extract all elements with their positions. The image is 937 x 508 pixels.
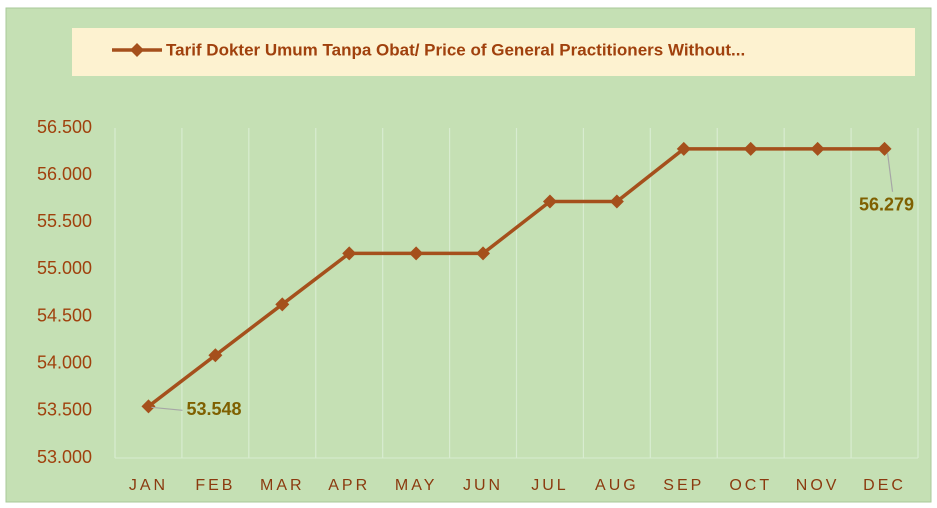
marker bbox=[609, 194, 624, 209]
marker bbox=[476, 246, 491, 261]
x-tick-label: JUL bbox=[531, 477, 568, 494]
x-tick-label: JAN bbox=[129, 477, 168, 494]
marker bbox=[810, 141, 825, 156]
x-tick-label: JUN bbox=[463, 477, 503, 494]
leader-line bbox=[886, 152, 894, 192]
marker bbox=[342, 246, 357, 261]
y-tick-label: 53.000 bbox=[37, 447, 92, 467]
legend-label: Tarif Dokter Umum Tanpa Obat/ Price of G… bbox=[166, 40, 745, 59]
data-label: 56.279 bbox=[859, 195, 914, 215]
marker bbox=[877, 141, 892, 156]
marker bbox=[743, 141, 758, 156]
x-tick-label: MAY bbox=[395, 477, 437, 494]
y-tick-label: 55.500 bbox=[37, 211, 92, 231]
marker bbox=[409, 246, 424, 261]
leader-line bbox=[151, 406, 183, 411]
x-tick-label: AUG bbox=[595, 477, 639, 494]
marker bbox=[676, 141, 691, 156]
y-tick-label: 53.500 bbox=[37, 400, 92, 420]
marker bbox=[542, 194, 557, 209]
series-line bbox=[147, 147, 885, 408]
x-tick-label: NOV bbox=[796, 477, 840, 494]
x-tick-label: FEB bbox=[195, 477, 235, 494]
x-tick-label: MAR bbox=[260, 477, 305, 494]
legend-box bbox=[72, 28, 915, 76]
x-tick-label: DEC bbox=[863, 477, 906, 494]
y-tick-label: 56.000 bbox=[37, 164, 92, 184]
y-tick-label: 56.500 bbox=[37, 117, 92, 137]
data-label: 53.548 bbox=[186, 399, 241, 419]
marker bbox=[141, 399, 156, 414]
marker bbox=[275, 297, 290, 312]
y-tick-label: 54.500 bbox=[37, 305, 92, 325]
x-tick-label: SEP bbox=[663, 477, 704, 494]
legend-marker bbox=[130, 43, 144, 57]
y-tick-label: 55.000 bbox=[37, 258, 92, 278]
y-tick-label: 54.000 bbox=[37, 352, 92, 372]
x-tick-label: OCT bbox=[729, 477, 772, 494]
x-tick-label: APR bbox=[328, 477, 370, 494]
marker bbox=[208, 348, 223, 363]
